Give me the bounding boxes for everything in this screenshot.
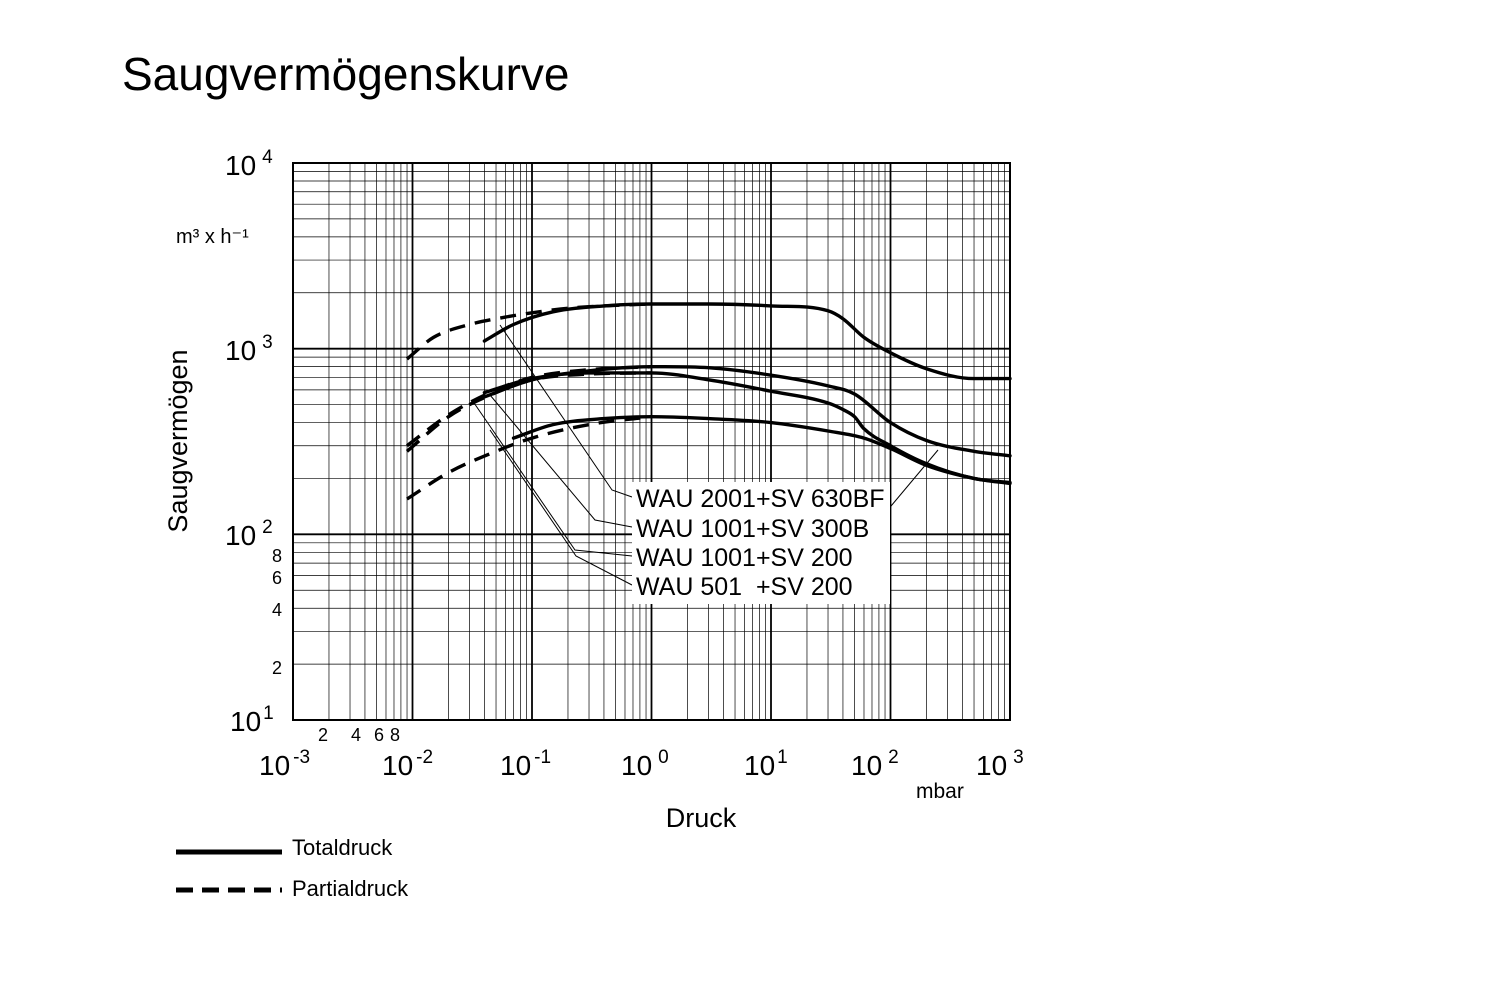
label-leader-line [489,429,633,586]
label-leaders [471,324,939,586]
x-tick-label: 10 3 [976,747,1024,781]
y-minor-tick-label: 8 [272,546,282,566]
label-leader-line [499,324,633,498]
series-line-1-dashed [405,302,652,361]
x-minor-tick-label: 8 [390,725,400,745]
curve-label-wau501: WAU 501 +SV 200 [636,573,853,601]
x-tick-label: 10 0 [621,747,669,781]
x-tick-label: 10 1 [744,747,788,781]
label-leader-line [489,394,633,528]
curve-label-wau1001-300b: WAU 1001+SV 300B [636,515,869,543]
x-minor-tick-label: 2 [318,725,328,745]
curve-label-wau1001-200: WAU 1001+SV 200 [636,544,853,572]
y-axis-label: Saugvermögen [163,349,193,532]
curves [405,302,1012,501]
curve-label-wau2001: WAU 2001+SV 630BF [636,485,885,513]
label-leader-line [880,449,939,519]
chart-title: Saugvermögenskurve [122,48,569,100]
x-tick-label: 10 -1 [500,747,551,781]
legend: Totaldruck Partialdruck [176,835,409,901]
x-tick-label: 10 -2 [382,747,433,781]
grid [293,163,1010,720]
x-axis-label: Druck [666,803,737,833]
series-line-0-solid [482,302,1012,381]
series-line-2-solid [482,364,1012,458]
y-minor-tick-label: 4 [272,600,282,620]
x-minor-tick-label: 6 [374,725,384,745]
x-tick-label: 10 2 [851,747,899,781]
plot-frame [292,162,1011,721]
y-minor-tick-label: 2 [272,658,282,678]
label-leader-line [471,399,633,557]
y-tick-label: 10 3 [225,332,273,366]
label-box [632,482,890,604]
x-unit: mbar [916,780,964,803]
x-minor-tick-label: 4 [351,725,361,745]
legend-label-total: Totaldruck [292,835,393,860]
legend-label-partial: Partialdruck [292,876,409,901]
y-unit: m³ x h⁻¹ [176,226,249,248]
y-minor-tick-label: 6 [272,568,282,588]
y-tick-label: 10 1 [230,703,274,737]
y-tick-label: 10 2 [225,517,273,551]
x-tick-label: 10 -3 [259,747,310,781]
y-tick-label: 10 4 [225,147,273,181]
series-line-6-solid [511,415,1012,486]
series-line-5-dashed [405,371,652,453]
